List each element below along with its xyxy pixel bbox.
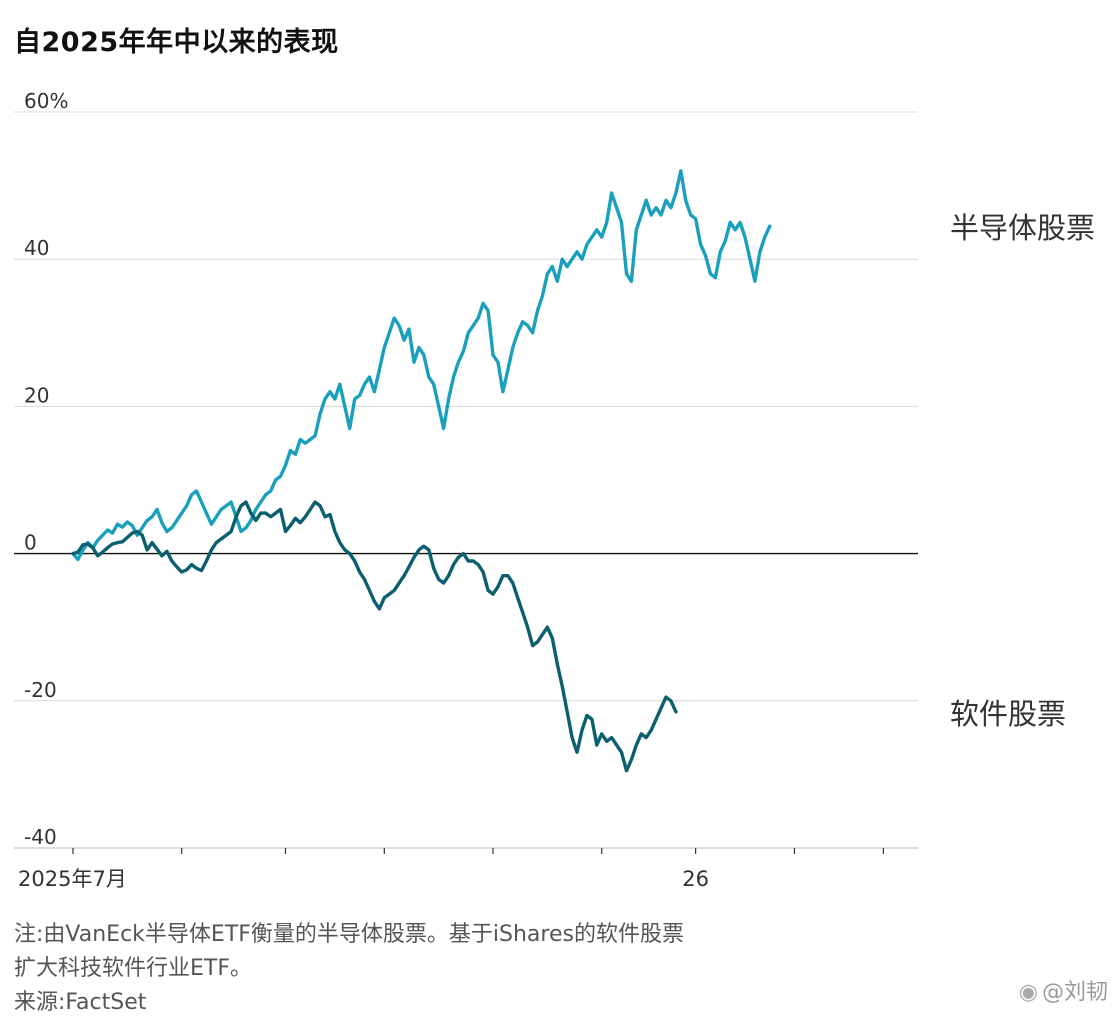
y-tick-label: 60% <box>24 89 68 113</box>
x-tick-label: 26 <box>682 867 709 891</box>
series-label-1: 软件股票 <box>950 697 1066 731</box>
series-lines <box>71 169 772 773</box>
series-label-0: 半导体股票 <box>950 211 1095 245</box>
watermark-text: @刘韧 <box>1041 980 1108 1005</box>
series-line-0 <box>71 169 772 562</box>
note-line-1: 注:由VanEck半导体ETF衡量的半导体股票。基于iShares的软件股票 <box>14 922 684 947</box>
series-line-1 <box>71 500 678 773</box>
y-tick-label: 0 <box>24 531 37 555</box>
note-line-2: 扩大科技软件行业ETF。 <box>14 956 252 981</box>
y-tick-label: -40 <box>24 825 57 849</box>
watermark: ◉ @刘韧 <box>1019 974 1108 1006</box>
source-line: 来源:FactSet <box>14 990 147 1015</box>
y-tick-labels: 60% 40 20 0 -20 -40 <box>24 89 68 849</box>
weibo-icon: ◉ <box>1018 980 1038 1005</box>
x-axis: 2025年7月 26 <box>14 847 918 891</box>
chart-title: 自2025年年中以来的表现 <box>14 27 339 58</box>
x-tick-label: 2025年7月 <box>18 867 127 891</box>
chart-notes: 注:由VanEck半导体ETF衡量的半导体股票。基于iShares的软件股票 扩… <box>14 918 684 1020</box>
gridlines <box>14 111 918 849</box>
y-tick-label: -20 <box>24 678 57 702</box>
y-tick-label: 20 <box>24 383 49 407</box>
y-tick-label: 40 <box>24 236 49 260</box>
